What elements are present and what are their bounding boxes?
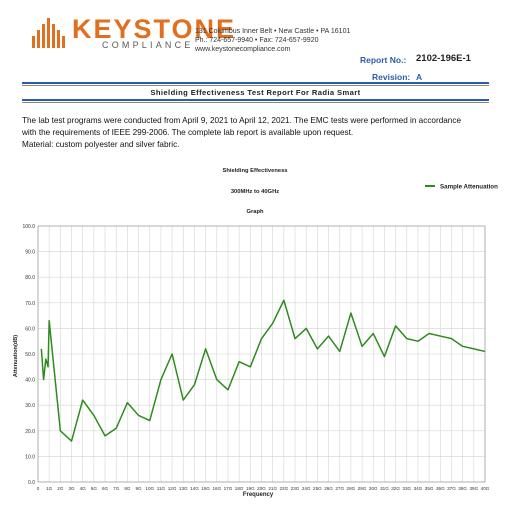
chart-series	[40, 299, 486, 442]
x-tick-label: 1G	[46, 486, 53, 491]
x-tick-label: 36G	[436, 486, 445, 491]
x-tick-label: 31G	[380, 486, 389, 491]
x-tick-label: 11G	[157, 486, 166, 491]
report-summary: The lab test programs were conducted fro…	[22, 115, 492, 151]
series-line-sample-attenuation	[40, 299, 486, 442]
y-tick-label: 10.0	[25, 454, 35, 460]
legend-label: Sample Attenuation	[440, 184, 498, 191]
divider	[22, 85, 489, 86]
x-tick-label: 24G	[302, 486, 311, 491]
x-axis-label: Frequency	[243, 492, 274, 498]
summary-line: Material: custom polyester and silver fa…	[22, 140, 180, 149]
x-tick-label: 16G	[212, 486, 221, 491]
summary-line: with the requirements of IEEE 299-2006. …	[22, 128, 354, 137]
x-tick-label: 17G	[224, 486, 233, 491]
plot-area-frame	[37, 225, 486, 483]
chart-ticks: 0.0 10.0 20.0 30.0 40.0 50.0 60.0 70.0 80.0 90.0 1…	[22, 224, 489, 491]
x-tick-label: 23G	[291, 486, 300, 491]
y-tick-label: 40.0	[25, 378, 35, 384]
x-tick-label: 33G	[402, 486, 411, 491]
divider	[22, 99, 489, 101]
phone-line: Ph.: 724-657-9940 • Fax: 724-657-9920	[195, 37, 319, 44]
chart-subtitle-graph: Graph	[246, 209, 264, 215]
y-tick-label: 0.0	[28, 480, 35, 486]
company-address: 131 Columbus Inner Belt • New Castle • P…	[195, 27, 350, 54]
x-tick-label: 0	[37, 486, 40, 491]
document-title: Shielding Effectiveness Test Report For …	[150, 88, 361, 97]
x-tick-label: 15G	[201, 486, 210, 491]
x-tick-label: 19G	[246, 486, 255, 491]
chart-subtitle: 300MHz to 40GHz	[230, 189, 280, 195]
x-tick-label: 28G	[347, 486, 356, 491]
y-axis-label: Attenuation(dB)	[13, 335, 19, 377]
x-tick-label: 18G	[235, 486, 244, 491]
y-tick-label: 70.0	[25, 301, 35, 307]
x-tick-label: 34G	[414, 486, 423, 491]
x-tick-label: 20G	[257, 486, 266, 491]
x-tick-label: 27G	[335, 486, 344, 491]
website-line: www.keystonecompliance.com	[195, 46, 291, 53]
y-tick-label: 100.0	[22, 224, 35, 230]
x-tick-label: 30G	[369, 486, 378, 491]
x-tick-label: 7G	[113, 486, 120, 491]
x-tick-label: 6G	[102, 486, 109, 491]
chart-legend: Sample Attenuation	[425, 184, 498, 191]
y-tick-label: 90.0	[25, 250, 35, 256]
y-tick-label: 30.0	[25, 403, 35, 409]
x-tick-label: 35G	[425, 486, 434, 491]
x-tick-label: 29G	[358, 486, 367, 491]
x-tick-label: 38G	[458, 486, 467, 491]
revision-label: Revision:	[372, 72, 411, 82]
logo-bars-icon	[32, 18, 65, 48]
x-tick-label: 39G	[469, 486, 478, 491]
x-tick-label: 4G	[80, 486, 87, 491]
chart-title: Shielding Effectiveness	[222, 168, 288, 174]
report-number-label: Report No.:	[360, 55, 407, 65]
x-tick-label: 22G	[280, 486, 289, 491]
y-tick-label: 50.0	[25, 352, 35, 358]
address-line: 131 Columbus Inner Belt • New Castle • P…	[195, 28, 351, 35]
y-tick-label: 20.0	[25, 429, 35, 435]
x-tick-label: 9G	[136, 486, 143, 491]
x-tick-label: 25G	[313, 486, 322, 491]
x-tick-label: 32G	[391, 486, 400, 491]
y-tick-label: 60.0	[25, 326, 35, 332]
x-tick-label: 5G	[91, 486, 98, 491]
report-number: 2102-196E-1	[416, 53, 471, 64]
y-tick-label: 80.0	[25, 275, 35, 281]
x-tick-label: 40G	[481, 486, 490, 491]
summary-line: The lab test programs were conducted fro…	[22, 116, 462, 125]
x-tick-label: 14G	[190, 486, 199, 491]
x-tick-label: 21G	[268, 486, 277, 491]
brand-name: KEYSTONE	[72, 14, 237, 44]
brand-tagline: COMPLIANCE	[102, 40, 194, 50]
x-tick-label: 37G	[447, 486, 456, 491]
x-tick-label: 3G	[68, 486, 75, 491]
x-tick-label: 8G	[124, 486, 131, 491]
x-tick-label: 26G	[324, 486, 333, 491]
divider	[22, 82, 489, 84]
chart-axes	[37, 225, 486, 483]
x-tick-label: 12G	[168, 486, 177, 491]
chart-grid	[37, 225, 486, 483]
x-tick-label: 10G	[145, 486, 154, 491]
x-tick-label: 13G	[179, 486, 188, 491]
divider	[22, 102, 489, 103]
x-tick-label: 2G	[57, 486, 64, 491]
revision-value: A	[416, 72, 423, 82]
